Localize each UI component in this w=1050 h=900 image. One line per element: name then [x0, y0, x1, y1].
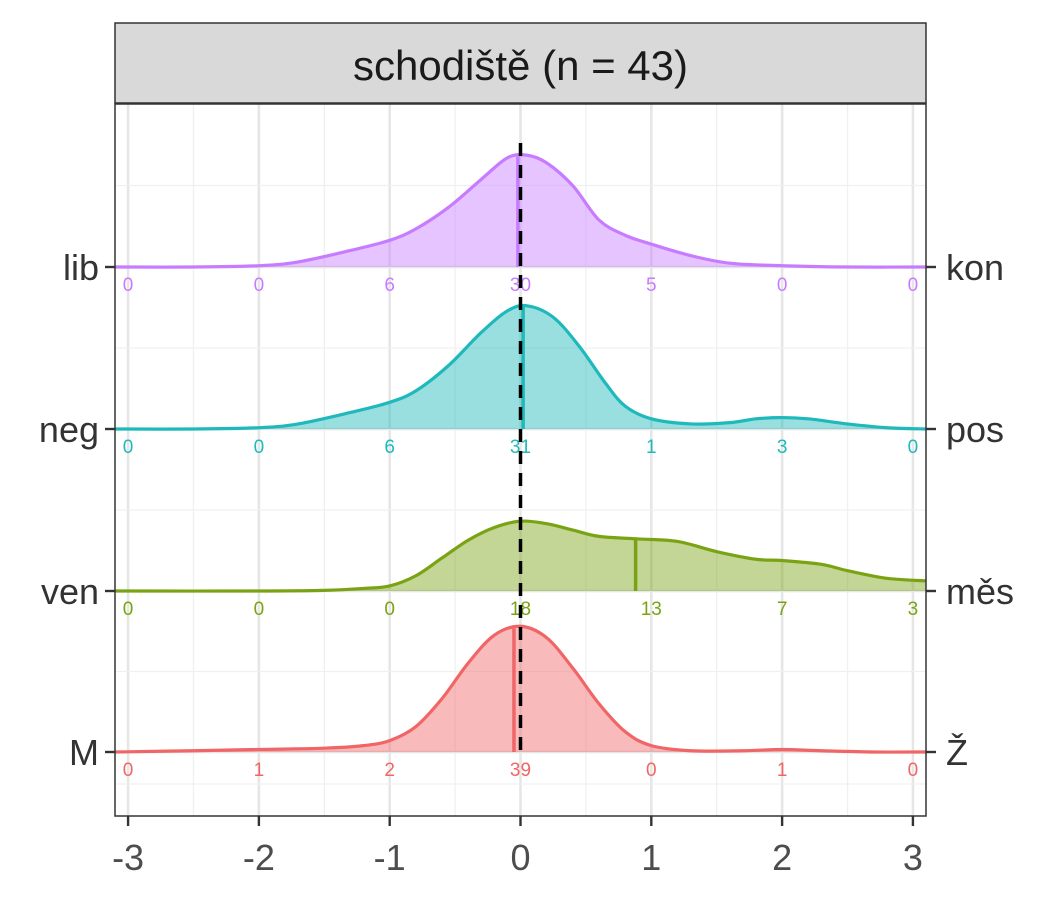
count-label: 6 [384, 275, 395, 296]
x-tick-label: 3 [903, 837, 923, 878]
count-label: 0 [908, 437, 919, 458]
count-label: 1 [254, 760, 265, 781]
left-axis-label: neg [39, 409, 99, 450]
facet-strip: schodiště (n = 43) [114, 22, 927, 104]
count-label: 0 [908, 275, 919, 296]
right-axis-label: Ž [946, 732, 968, 773]
count-label: 0 [123, 599, 134, 620]
axes: -3 -2 -1 0 1 2 3 lib kon neg pos ven měs M Ž [39, 247, 1014, 878]
count-label: 0 [254, 599, 265, 620]
count-label: 0 [123, 437, 134, 458]
left-axis-label: M [69, 732, 99, 773]
right-axis-label: kon [946, 247, 1004, 288]
x-tick-label: -1 [374, 837, 406, 878]
x-tick-label: -3 [112, 837, 144, 878]
facet-strip-background [114, 22, 927, 104]
ridge-line [114, 303, 927, 431]
count-label: 1 [777, 760, 788, 781]
count-label: 0 [646, 760, 657, 781]
count-label: 2 [384, 760, 395, 781]
count-label: 0 [384, 599, 395, 620]
count-label: 3 [908, 599, 919, 620]
ridge-area [115, 626, 926, 753]
count-label: 0 [908, 760, 919, 781]
ridge-M-Ž: 0 1 2 39 0 1 0 [114, 624, 927, 781]
count-label: 13 [641, 599, 662, 620]
count-label: 6 [384, 437, 395, 458]
x-tick-label: 0 [510, 837, 530, 878]
right-axis-label: měs [946, 571, 1014, 612]
ridge-line [114, 519, 927, 593]
count-label: 31 [510, 437, 531, 458]
ridge-ven-měs: 000181373 [114, 519, 927, 620]
count-label: 1 [646, 437, 657, 458]
count-label: 0 [777, 275, 788, 296]
count-label: 7 [777, 599, 788, 620]
count-label: 0 [123, 760, 134, 781]
ridge-area [115, 521, 926, 592]
ridge-line [114, 153, 927, 269]
count-label: 39 [510, 760, 531, 781]
right-axis-label: pos [946, 409, 1004, 450]
count-label: 5 [646, 275, 657, 296]
left-axis-label: lib [63, 247, 99, 288]
facet-title: schodiště (n = 43) [353, 42, 688, 89]
count-label: 0 [123, 275, 134, 296]
x-tick-label: -2 [243, 837, 275, 878]
count-label: 3 [777, 437, 788, 458]
x-tick-label: 2 [772, 837, 792, 878]
left-axis-label: ven [41, 571, 99, 612]
count-label: 0 [254, 437, 265, 458]
ridge-line [114, 624, 927, 754]
count-label: 0 [254, 275, 265, 296]
x-tick-label: 1 [641, 837, 661, 878]
